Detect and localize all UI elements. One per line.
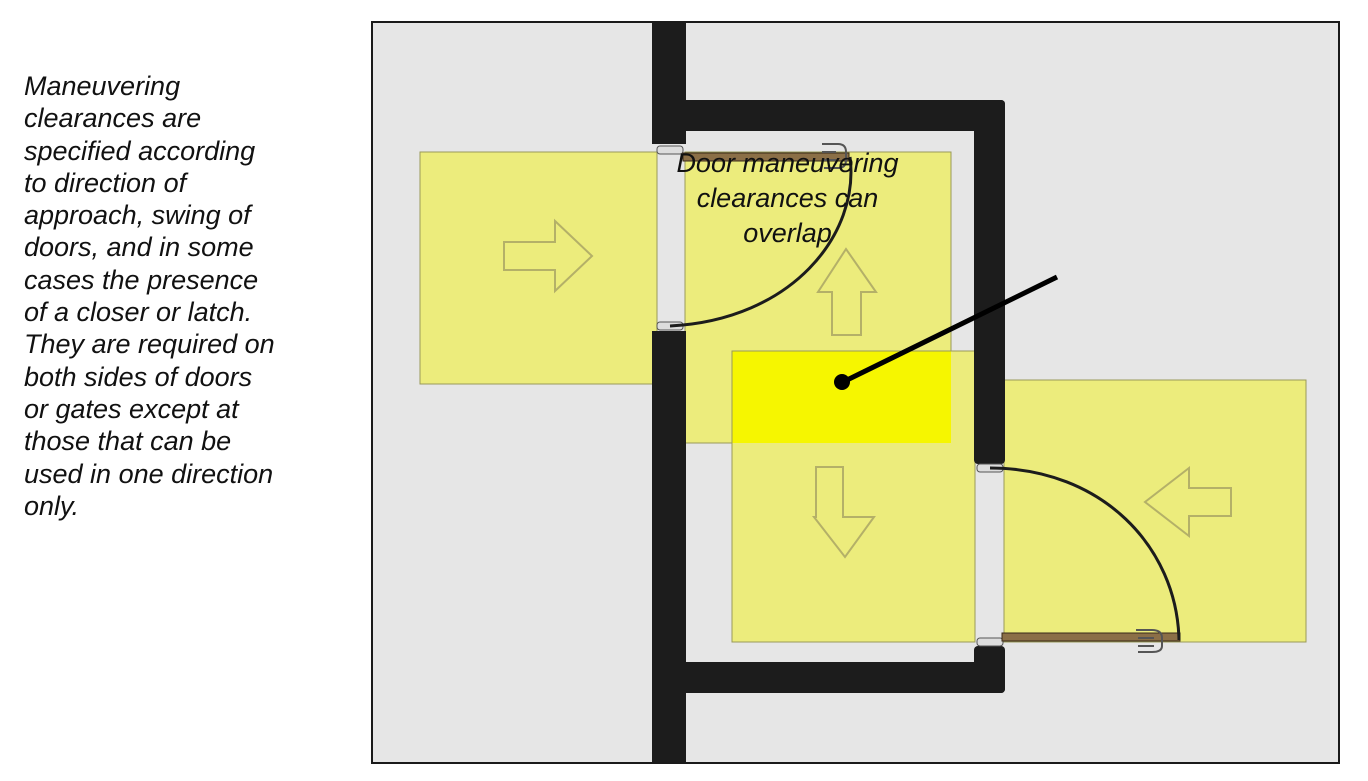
floor-plan-diagram: [371, 21, 1340, 764]
arrow-right-icon: [503, 218, 594, 294]
walls: [652, 23, 1005, 762]
arrow-up-icon: [816, 247, 878, 336]
arrow-left-icon: [1143, 465, 1232, 539]
floor-plan-svg: [419, 23, 1307, 762]
lower-door: [989, 466, 1181, 653]
direction-arrows: [503, 218, 1232, 559]
door-handle-icon: [822, 143, 847, 169]
callout-pointer: [834, 274, 1059, 390]
clearance-zone-left: [419, 151, 658, 385]
door-handle-icon: [1136, 629, 1163, 653]
clearance-overlap-zone: [732, 351, 951, 443]
caption-text: Maneuvering clearances are specified acc…: [24, 71, 275, 521]
upper-door: [669, 143, 853, 328]
arrow-down-icon: [811, 466, 876, 559]
clearance-zone-right: [1003, 379, 1307, 643]
overlap-callout-text: Door maneuvering clearances can overlap: [676, 148, 899, 248]
overlap-zone-outline: [731, 350, 976, 643]
